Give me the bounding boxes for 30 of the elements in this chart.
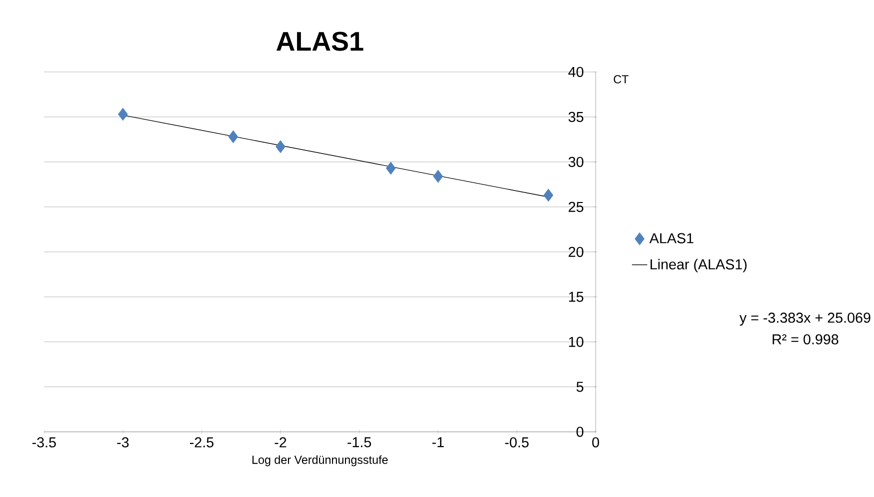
- x-tick-label: -0.5: [505, 437, 529, 448]
- x-tick-label: 0: [592, 437, 600, 448]
- point: [118, 108, 128, 121]
- y-tick-label: 35: [568, 112, 584, 122]
- x-tick-label: -2.5: [190, 437, 214, 448]
- y-tick-label: 5: [576, 382, 584, 392]
- x-tick-label: -1: [432, 437, 444, 448]
- y-tick-label: 15: [569, 292, 584, 302]
- x-tick-label: -1.5: [348, 437, 372, 448]
- y-tick-label: 30: [568, 157, 584, 168]
- point: [543, 188, 554, 202]
- x-axis-title: Log der Verdünnungsstufe: [252, 456, 388, 466]
- y-tick-label: 0: [576, 426, 584, 438]
- point: [276, 140, 286, 154]
- legend-label: Linear (ALAS1): [650, 259, 747, 272]
- y-tick-label: 40: [568, 67, 584, 78]
- x-tick-label: -2: [274, 437, 286, 448]
- y-tick-label: 25: [568, 202, 584, 212]
- text: R² = 0.998: [772, 334, 838, 345]
- x-tick-label: -3.5: [32, 437, 56, 448]
- chart-title: ALAS1: [276, 32, 364, 52]
- legend-label: ALAS1: [649, 233, 694, 244]
- text: y = -3.383x + 25.069: [739, 312, 870, 326]
- x-tick-label: -3: [117, 437, 129, 448]
- point: [386, 162, 396, 175]
- point: [228, 130, 238, 144]
- y-tick-label: 10: [569, 336, 584, 348]
- y-tick-label: 20: [568, 247, 584, 258]
- y-axis-title: CT: [614, 75, 628, 84]
- point: [433, 170, 443, 183]
